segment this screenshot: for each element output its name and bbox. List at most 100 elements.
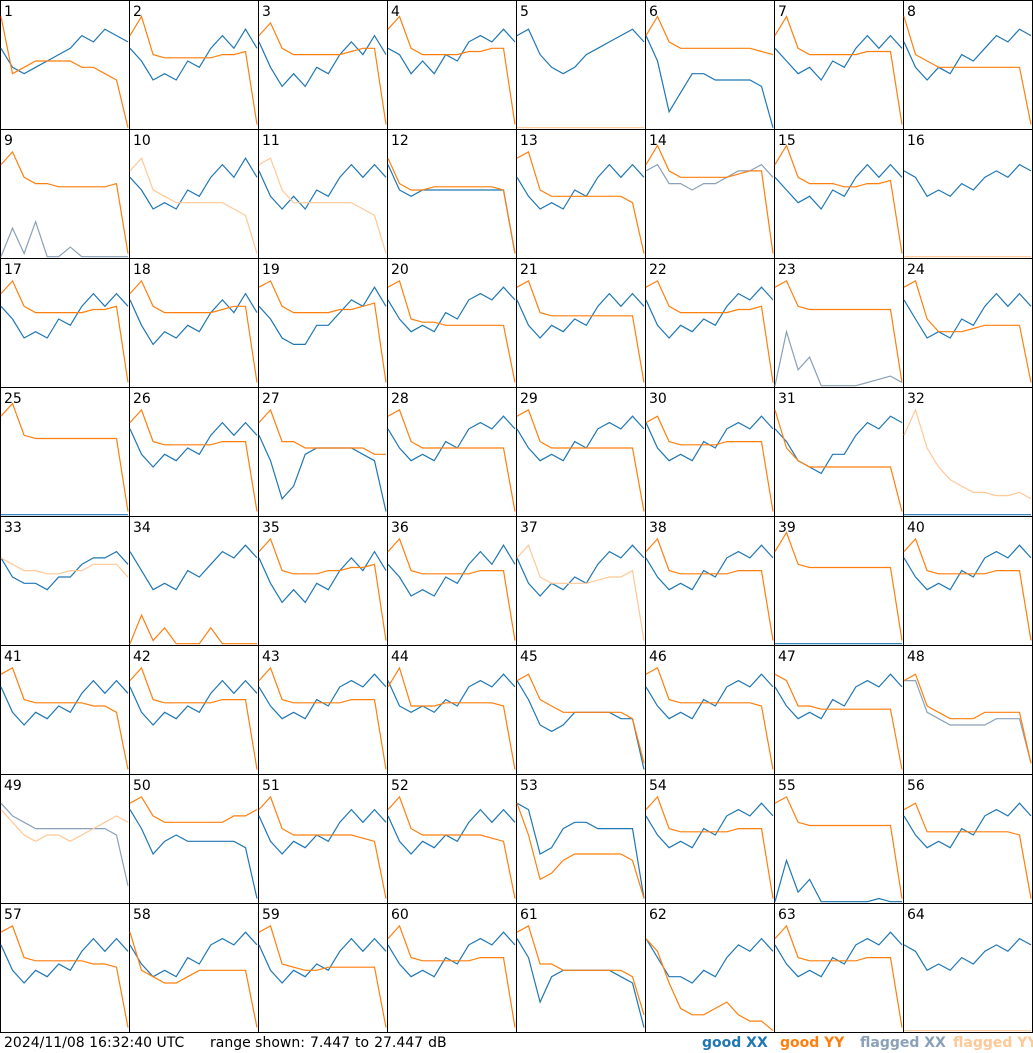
range-unit: dB	[428, 1035, 447, 1051]
spectrum-line	[387, 415, 516, 462]
panel-title: 40	[907, 520, 925, 536]
spectrum-line	[645, 795, 774, 899]
panel-frame	[258, 645, 388, 775]
spectrum-line	[258, 286, 387, 345]
panel-frame	[645, 645, 775, 775]
spectrum-line	[0, 809, 129, 842]
panel-frame	[516, 903, 646, 1033]
spectrum-line	[516, 673, 645, 764]
panel-frame	[387, 258, 517, 388]
spectrum-line	[387, 164, 516, 254]
panel-title: 12	[391, 133, 409, 149]
panel-frame	[0, 0, 130, 130]
panel-title: 24	[907, 262, 925, 278]
spectrum-line	[774, 531, 903, 641]
panel-title: 50	[133, 778, 151, 794]
panel-frame	[387, 903, 517, 1033]
spectrum-line	[516, 280, 645, 383]
spectrum-line	[0, 802, 129, 886]
spectrum-line	[516, 28, 645, 75]
panel-title: 29	[520, 391, 538, 407]
panel-frame	[0, 129, 130, 259]
spectrum-line	[645, 937, 774, 984]
spectrum-line	[129, 931, 258, 978]
spectrum-line	[129, 613, 257, 645]
spectrum-line	[129, 932, 258, 1028]
panel-frame	[258, 258, 388, 388]
spectrum-line	[774, 673, 903, 720]
spectrum-line	[387, 280, 516, 383]
spectrum-line	[774, 15, 903, 125]
panel-title: 22	[649, 262, 667, 278]
panel-frame	[645, 0, 775, 130]
panel-title: 21	[520, 262, 538, 278]
spectrum-line	[774, 673, 903, 770]
spectrum-line	[387, 544, 516, 597]
panel-title: 9	[4, 133, 13, 149]
panel-title: 61	[520, 907, 538, 923]
spectrum-line	[258, 808, 387, 855]
spectrum-line	[0, 150, 129, 254]
spectrum-line	[0, 925, 129, 1028]
panel-title: 64	[907, 907, 925, 923]
spectrum-line	[0, 550, 129, 591]
panel-title: 27	[262, 391, 280, 407]
range-join: to	[355, 1035, 369, 1051]
spectrum-line	[645, 163, 774, 191]
legend-entry: flagged YY	[953, 1035, 1033, 1051]
spectrum-line	[258, 666, 387, 770]
panel-title: 28	[391, 391, 409, 407]
panel-frame	[516, 0, 646, 130]
panel-title: 41	[4, 649, 22, 665]
panel-frame	[129, 774, 259, 904]
panel-title: 34	[133, 520, 151, 536]
spectrum-line	[129, 408, 258, 512]
panel-frame	[516, 387, 646, 517]
spectrum-line	[0, 292, 129, 339]
panel-frame	[387, 0, 517, 130]
spectrum-line	[0, 937, 129, 984]
spectrum-line	[774, 163, 903, 210]
panel-title: 18	[133, 262, 151, 278]
spectrum-line	[0, 16, 129, 128]
panel-frame	[774, 258, 904, 388]
panel-title: 55	[778, 778, 796, 794]
panel-title: 4	[391, 4, 400, 20]
spectrum-line	[387, 157, 516, 254]
panel-title: 52	[391, 778, 409, 794]
panel-frame	[387, 645, 517, 775]
panel-title: 23	[778, 262, 796, 278]
spectrum-line	[129, 679, 258, 726]
spectrum-line	[903, 673, 1032, 764]
spectrum-line	[903, 802, 1032, 899]
panel-frame	[0, 516, 130, 646]
panel-title: 36	[391, 520, 409, 536]
panel-title: 46	[649, 649, 667, 665]
spectrum-line	[645, 144, 774, 254]
panel-title: 43	[262, 649, 280, 665]
spectrum-line	[516, 292, 645, 339]
spectrum-line	[258, 157, 387, 254]
spectrum-line	[903, 163, 1032, 198]
spectrum-line	[903, 937, 1032, 972]
spectrum-line	[516, 163, 645, 210]
spectrum-line	[129, 15, 258, 125]
spectrum-line	[258, 21, 387, 125]
range-text: range shown: 7.447 to 27.447 dB	[210, 1035, 447, 1051]
spectrum-line	[129, 544, 258, 591]
panel-frame	[645, 516, 775, 646]
spectrum-line	[645, 938, 774, 1032]
spectrum-line	[258, 163, 387, 210]
spectrum-line	[387, 795, 516, 899]
range-prefix: range shown:	[210, 1035, 305, 1051]
panel-title: 42	[133, 649, 151, 665]
spectrum-line	[387, 409, 516, 512]
spectrum-line	[258, 408, 386, 455]
spectrum-line	[774, 409, 903, 512]
spectrum-line	[516, 151, 645, 254]
spectrum-line	[645, 280, 774, 383]
spectrum-line	[645, 286, 774, 339]
spectrum-line	[258, 280, 387, 383]
